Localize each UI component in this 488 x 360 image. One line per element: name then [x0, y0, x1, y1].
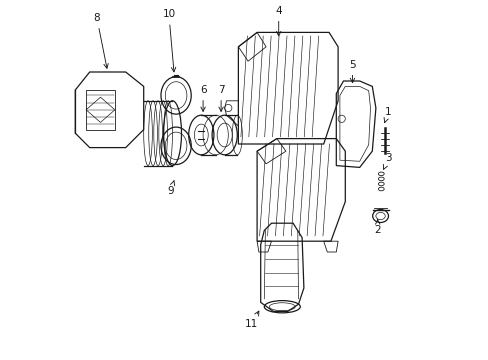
Text: 3: 3 — [383, 153, 391, 169]
Text: 4: 4 — [275, 6, 282, 36]
Text: 2: 2 — [374, 220, 380, 235]
Text: 5: 5 — [348, 60, 355, 82]
Text: 1: 1 — [383, 107, 391, 122]
Text: 6: 6 — [200, 85, 206, 111]
Text: 8: 8 — [93, 13, 108, 68]
Text: 11: 11 — [244, 311, 258, 329]
Text: 7: 7 — [217, 85, 224, 111]
Text: 10: 10 — [162, 9, 175, 72]
Text: 9: 9 — [167, 180, 174, 196]
